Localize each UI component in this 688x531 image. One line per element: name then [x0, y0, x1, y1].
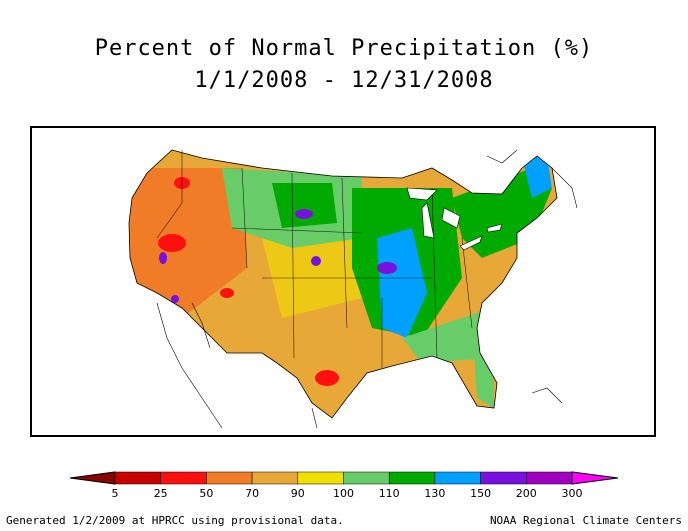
legend-tick-label: 50 [199, 487, 214, 500]
legend-swatch [160, 471, 207, 485]
map-title: Percent of Normal Precipitation (%) [94, 36, 594, 61]
legend-arrow-left [69, 471, 116, 485]
us-outline [128, 149, 558, 419]
legend-bars [114, 471, 573, 485]
legend-tick-label: 110 [378, 487, 400, 500]
legend-swatch [388, 471, 436, 485]
precipitation-map [128, 149, 578, 429]
footer-generated-note: Generated 1/2/2009 at HPRCC using provis… [6, 514, 344, 527]
color-legend [69, 471, 619, 485]
legend-tick-label: 70 [245, 487, 260, 500]
map-date-range: 1/1/2008 - 12/31/2008 [194, 68, 494, 93]
great-lakes [406, 187, 503, 251]
neighbor-coastlines [156, 149, 578, 429]
legend-tick-label: 150 [470, 487, 492, 500]
legend-swatch [526, 471, 573, 485]
precip-regions [129, 150, 557, 418]
legend-tick-label: 300 [561, 487, 583, 500]
legend-swatch [206, 471, 253, 485]
map-frame [30, 126, 656, 437]
state-borders [156, 150, 473, 368]
legend-swatch [297, 471, 344, 485]
legend-tick-label: 5 [111, 487, 119, 500]
legend-tick-label: 130 [424, 487, 446, 500]
legend-tick-label: 100 [333, 487, 354, 500]
legend-swatch [480, 471, 527, 485]
legend-swatch [434, 471, 481, 485]
legend-arrow-right [571, 471, 619, 485]
legend-tick-label: 90 [290, 487, 305, 500]
legend-swatch [343, 471, 390, 485]
legend-tick-label: 25 [153, 487, 168, 500]
footer-credit: NOAA Regional Climate Centers [489, 514, 682, 527]
legend-swatch [251, 471, 299, 485]
legend-tick-label: 200 [515, 487, 537, 500]
legend-swatch [114, 471, 161, 485]
